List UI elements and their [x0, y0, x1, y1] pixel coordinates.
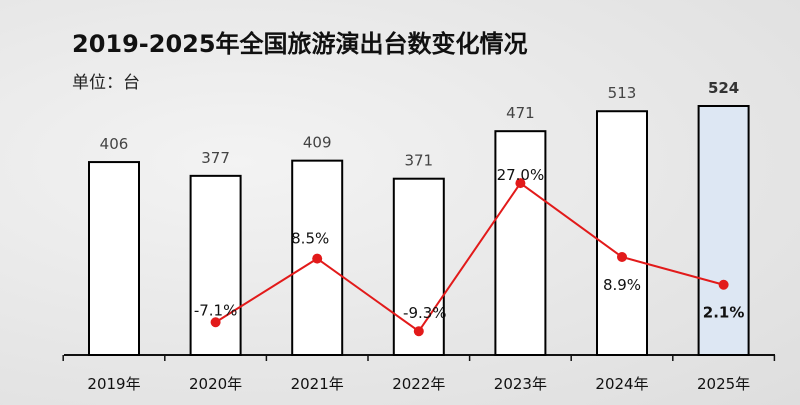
growth-point — [515, 178, 526, 189]
growth-rate-label: 8.9% — [603, 276, 641, 294]
x-tick-label: 2024年 — [595, 375, 648, 393]
bar-2023年 — [494, 130, 547, 356]
x-tick-label: 2022年 — [392, 375, 445, 393]
x-tick-label: 2025年 — [697, 375, 750, 393]
growth-point — [312, 253, 323, 264]
x-tick-label: 2019年 — [87, 375, 140, 393]
bar-value-label: 471 — [506, 104, 535, 122]
growth-point — [617, 251, 627, 262]
growth-rate-label: -7.1% — [194, 301, 238, 319]
growth-rate-label: 27.0% — [497, 166, 545, 184]
chart-title: 2019-2025年全国旅游演出台数变化情况 — [72, 30, 528, 58]
x-tick-label: 2021年 — [291, 375, 344, 393]
bar-value-label: 377 — [201, 149, 230, 167]
bar-2022年 — [392, 177, 445, 356]
growth-point — [718, 279, 729, 290]
bar-2024年 — [596, 110, 648, 356]
bar-2020年 — [189, 174, 242, 356]
bar-2025年 — [697, 105, 750, 356]
bar-value-label: 371 — [404, 152, 433, 170]
growth-rate-label: -9.3% — [403, 304, 447, 322]
x-tick-label: 2023年 — [494, 375, 547, 393]
growth-rate-label: 8.5% — [291, 230, 329, 248]
bar-2019年 — [88, 161, 140, 356]
x-tick-label: 2020年 — [189, 375, 242, 393]
growth-rate-line — [215, 181, 724, 333]
bar-value-label: 513 — [608, 84, 637, 102]
growth-point — [413, 326, 424, 337]
unit-label: 单位：台 — [72, 73, 140, 93]
bar-value-label: 409 — [303, 134, 332, 152]
bar-value-label: 524 — [708, 79, 739, 97]
growth-point — [210, 317, 221, 328]
growth-rate-label: 2.1% — [703, 304, 745, 322]
bar-value-label: 406 — [100, 135, 129, 153]
